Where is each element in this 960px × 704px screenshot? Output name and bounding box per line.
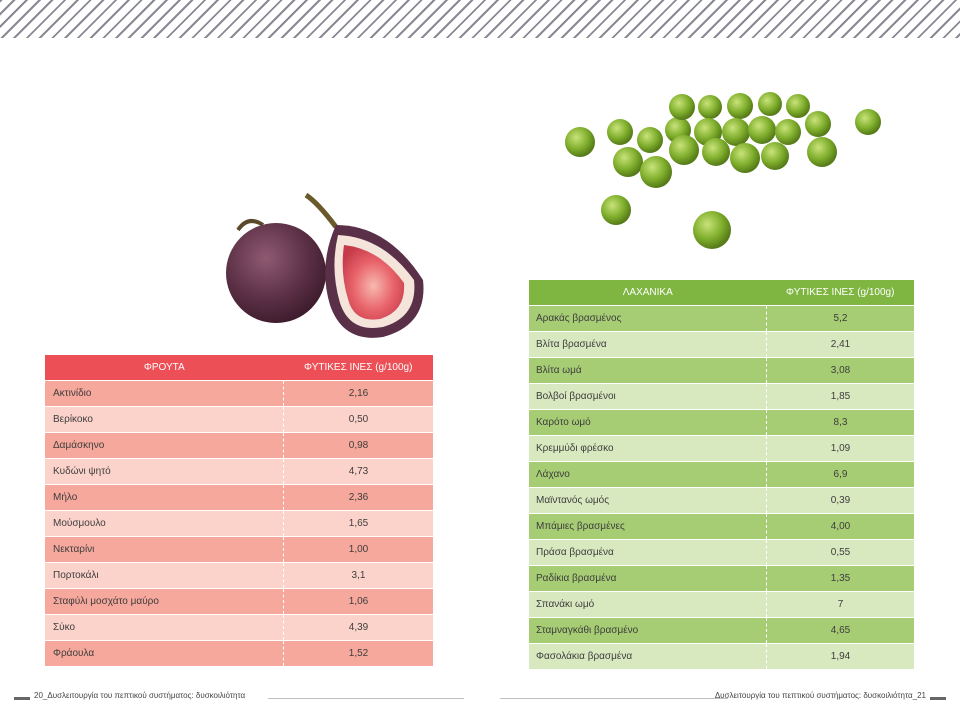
table-row: Σταμναγκάθι βρασμένο 4,65: [529, 617, 914, 644]
fruit-name: Πορτοκάλι: [45, 562, 284, 589]
table-row: Κρεμμύδι φρέσκο 1,09: [529, 435, 914, 462]
fruit-fiber-value: 0,98: [283, 432, 433, 459]
table-row: Κυδώνι ψητό 4,73: [45, 458, 433, 485]
vegetable-name: Φασολάκια βρασμένα: [529, 643, 767, 670]
vegetable-fiber-value: 1,85: [766, 383, 914, 410]
vegetable-fiber-value: 2,41: [766, 331, 914, 358]
fruits-fiber-table: ΦΡΟΥΤΑ ΦΥΤΙΚΕΣ ΙΝΕΣ (g/100g) Ακτινίδιο 2,…: [45, 355, 433, 667]
vegetable-name: Σταμναγκάθι βρασμένο: [529, 617, 767, 644]
table-row: Πράσα βρασμένα 0,55: [529, 539, 914, 566]
fruit-fiber-value: 3,1: [283, 562, 433, 589]
vegetables-fiber-table: ΛΑΧΑΝΙΚΑ ΦΥΤΙΚΕΣ ΙΝΕΣ (g/100g) Αρακάς βρ…: [529, 280, 914, 670]
vegetable-fiber-value: 8,3: [766, 409, 914, 436]
table-row: Φασολάκια βρασμένα 1,94: [529, 643, 914, 670]
fruit-fiber-value: 1,65: [283, 510, 433, 537]
vegetables-header-name: ΛΑΧΑΝΙΚΑ: [529, 280, 767, 306]
table-row: Καρότο ωμό 8,3: [529, 409, 914, 436]
vegetable-name: Κρεμμύδι φρέσκο: [529, 435, 767, 462]
vegetable-name: Λάχανο: [529, 461, 767, 488]
vegetable-fiber-value: 1,35: [766, 565, 914, 592]
vegetable-name: Βλίτα ωμά: [529, 357, 767, 384]
vegetable-fiber-value: 4,65: [766, 617, 914, 644]
fruit-fiber-value: 2,16: [283, 380, 433, 407]
fruit-name: Σύκο: [45, 614, 284, 641]
table-row: Βολβοί βρασμένοι 1,85: [529, 383, 914, 410]
table-row: Μούσμουλο 1,65: [45, 510, 433, 537]
fruit-fiber-value: 1,00: [283, 536, 433, 563]
table-row: Νεκταρίνι 1,00: [45, 536, 433, 563]
table-row: Δαμάσκηνο 0,98: [45, 432, 433, 459]
footer-right-rule: [500, 698, 728, 699]
table-row: Ραδίκια βρασμένα 1,35: [529, 565, 914, 592]
table-row: Αρακάς βρασμένος 5,2: [529, 305, 914, 332]
table-row: Πορτοκάλι 3,1: [45, 562, 433, 589]
vegetables-header-value: ΦΥΤΙΚΕΣ ΙΝΕΣ (g/100g): [766, 280, 914, 306]
fruit-name: Μήλο: [45, 484, 284, 511]
vegetable-fiber-value: 1,09: [766, 435, 914, 462]
fruits-header-name: ΦΡΟΥΤΑ: [45, 355, 284, 381]
table-row: Βλίτα ωμά 3,08: [529, 357, 914, 384]
peas-image: [565, 92, 881, 249]
vegetable-fiber-value: 5,2: [766, 305, 914, 332]
vegetable-fiber-value: 4,00: [766, 513, 914, 540]
fruit-name: Δαμάσκηνο: [45, 432, 284, 459]
fruit-name: Μούσμουλο: [45, 510, 284, 537]
footer-left-rule: [268, 698, 464, 699]
table-row: Φράουλα 1,52: [45, 640, 433, 667]
vegetable-name: Καρότο ωμό: [529, 409, 767, 436]
table-row: Μαϊντανός ωμός 0,39: [529, 487, 914, 514]
fruit-fiber-value: 2,36: [283, 484, 433, 511]
vegetables-table-header: ΛΑΧΑΝΙΚΑ ΦΥΤΙΚΕΣ ΙΝΕΣ (g/100g): [529, 280, 914, 306]
table-row: Σταφύλι μοσχάτο μαύρο 1,06: [45, 588, 433, 615]
vegetable-fiber-value: 7: [766, 591, 914, 618]
fruit-fiber-value: 4,39: [283, 614, 433, 641]
fruit-name: Ακτινίδιο: [45, 380, 284, 407]
table-row: Βερίκοκο 0,50: [45, 406, 433, 433]
fruit-name: Κυδώνι ψητό: [45, 458, 284, 485]
fruit-fiber-value: 4,73: [283, 458, 433, 485]
table-row: Βλίτα βρασμένα 2,41: [529, 331, 914, 358]
table-row: Ακτινίδιο 2,16: [45, 380, 433, 407]
footer-right-mark: [930, 697, 946, 700]
table-row: Λάχανο 6,9: [529, 461, 914, 488]
vegetable-name: Αρακάς βρασμένος: [529, 305, 767, 332]
fruit-fiber-value: 1,52: [283, 640, 433, 667]
vegetable-fiber-value: 0,39: [766, 487, 914, 514]
vegetable-fiber-value: 3,08: [766, 357, 914, 384]
table-row: Μπάμιες βρασμένες 4,00: [529, 513, 914, 540]
table-row: Σύκο 4,39: [45, 614, 433, 641]
vegetable-fiber-value: 0,55: [766, 539, 914, 566]
fruit-fiber-value: 1,06: [283, 588, 433, 615]
footer-right-text: Δυσλειτουργία του πεπτικού συστήματος: δ…: [714, 691, 926, 700]
vegetable-fiber-value: 6,9: [766, 461, 914, 488]
vegetable-name: Σπανάκι ωμό: [529, 591, 767, 618]
vegetable-fiber-value: 1,94: [766, 643, 914, 670]
footer-left-text: 20_Δυσλειτουργία του πεπτικού συστήματος…: [34, 691, 246, 700]
table-row: Σπανάκι ωμό 7: [529, 591, 914, 618]
fruit-name: Φράουλα: [45, 640, 284, 667]
table-row: Μήλο 2,36: [45, 484, 433, 511]
vegetable-name: Ραδίκια βρασμένα: [529, 565, 767, 592]
fruits-table-header: ΦΡΟΥΤΑ ΦΥΤΙΚΕΣ ΙΝΕΣ (g/100g): [45, 355, 433, 381]
fruit-name: Νεκταρίνι: [45, 536, 284, 563]
vegetable-name: Μαϊντανός ωμός: [529, 487, 767, 514]
vegetable-name: Πράσα βρασμένα: [529, 539, 767, 566]
vegetable-name: Βλίτα βρασμένα: [529, 331, 767, 358]
fruit-fiber-value: 0,50: [283, 406, 433, 433]
footer-left-mark: [14, 697, 30, 700]
fruit-name: Σταφύλι μοσχάτο μαύρο: [45, 588, 284, 615]
vegetable-name: Βολβοί βρασμένοι: [529, 383, 767, 410]
fruit-name: Βερίκοκο: [45, 406, 284, 433]
vegetable-name: Μπάμιες βρασμένες: [529, 513, 767, 540]
figs-image: [226, 192, 424, 338]
fruits-header-value: ΦΥΤΙΚΕΣ ΙΝΕΣ (g/100g): [283, 355, 433, 381]
decorative-hatched-band: [0, 0, 960, 38]
